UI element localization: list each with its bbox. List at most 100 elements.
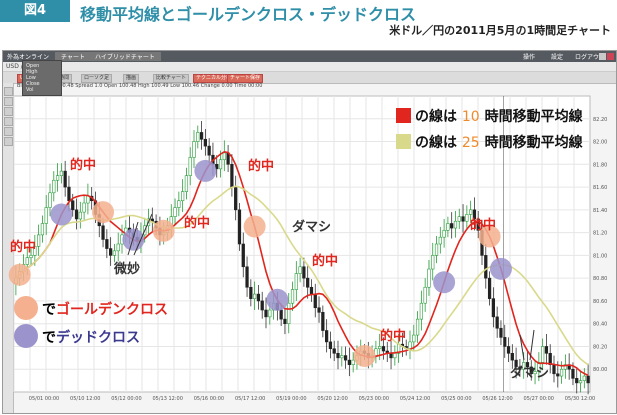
candle-body	[268, 309, 272, 318]
candle-body	[559, 368, 564, 377]
x-tick-label: 05/13 12:00	[152, 396, 182, 402]
candle-body	[177, 200, 181, 208]
menu-settings[interactable]: 設定	[551, 54, 564, 61]
x-tick-label: 05/10 12:00	[70, 396, 100, 402]
dead-cross-marker	[194, 159, 217, 182]
label-hit-6: 的中	[470, 218, 497, 233]
figure-badge: 図4	[0, 0, 70, 22]
candle-body	[245, 266, 249, 288]
app-logo: 外為オンライン	[7, 54, 50, 61]
candle-body	[279, 309, 283, 320]
candle-body	[525, 362, 530, 368]
y-tick-label: 82.00	[593, 140, 607, 146]
candle-body	[298, 266, 302, 274]
minimize-icon[interactable]	[599, 53, 606, 60]
candle-body	[476, 218, 480, 231]
candle-body	[173, 207, 177, 217]
candle-body	[256, 293, 261, 302]
candle-body	[434, 243, 439, 256]
y-tick-label: 81.60	[593, 185, 607, 191]
candle-body	[325, 330, 329, 343]
candle-body	[347, 359, 351, 365]
figure-title: 移動平均線とゴールデンクロス・デッドクロス	[80, 5, 417, 24]
menu-logout[interactable]: ログアウト	[575, 54, 606, 61]
label-subtle: 微妙	[114, 262, 141, 277]
candle-body	[313, 293, 317, 309]
golden-cross-marker	[353, 345, 376, 368]
candle-body	[302, 266, 306, 279]
candle-body	[116, 243, 120, 252]
draw-button[interactable]: 描画	[123, 74, 140, 83]
candle-body	[230, 164, 234, 188]
legend-red-period: 10	[461, 109, 480, 125]
golden-cross-marker-icon	[14, 296, 38, 320]
candle-body	[499, 327, 503, 338]
candle-body	[109, 248, 113, 256]
line-tool-icon[interactable]	[4, 97, 13, 106]
candle-body	[351, 359, 355, 365]
candle-body	[192, 141, 196, 158]
candle-body	[332, 348, 336, 354]
legend-red: の線は 10 時間移動平均線	[396, 106, 583, 126]
candle-body	[241, 243, 245, 268]
label-hit-4: 的中	[184, 216, 211, 231]
y-tick-label: 80.40	[593, 322, 607, 328]
candle-body	[484, 255, 488, 279]
compare-chart-tab[interactable]: 比較チャート	[153, 74, 189, 83]
menu-chart[interactable]: チャート	[55, 52, 91, 61]
candle-body	[393, 352, 397, 359]
close-icon[interactable]	[607, 53, 614, 60]
candle-body	[487, 277, 492, 299]
info-open: Open	[26, 63, 40, 69]
save-chart-button[interactable]: チャート保存	[227, 74, 263, 83]
candle-body	[52, 179, 56, 194]
chart-toolbar: USD/JPY 1時間 ローソク足 描画 比較チャート テクニカル分析 チャート…	[3, 72, 616, 84]
menu-hybrid-chart[interactable]: ハイブリッドチャート	[89, 52, 161, 61]
candle-body	[408, 341, 412, 350]
candle-body	[446, 223, 450, 231]
menu-operate[interactable]: 操作	[523, 54, 536, 61]
chart-type-select[interactable]: ローソク足	[81, 74, 113, 83]
candle-body	[571, 368, 575, 379]
candle-body	[237, 209, 242, 245]
candle-body	[48, 192, 52, 208]
figure-subtitle: 米ドル／円の2011月5月の1時間足チャート	[389, 24, 611, 37]
x-tick-label: 05/16 00:00	[194, 396, 224, 402]
legend-yellow-period: 25	[461, 135, 480, 151]
candle-body	[317, 307, 321, 313]
candle-body	[552, 364, 556, 375]
candle-body	[199, 132, 204, 140]
currency-pair: USD / JPY	[6, 63, 34, 70]
candle-body	[249, 286, 253, 299]
legend-red-label: 時間移動平均線	[484, 109, 583, 125]
dead-cross-marker	[50, 203, 73, 226]
candle-body	[575, 378, 579, 384]
ohlc-info-box: Open High Low Close Vol	[22, 60, 62, 96]
golden-cross-marker	[478, 225, 501, 248]
x-tick-label: 05/19 00:00	[276, 396, 306, 402]
candle-body	[427, 268, 431, 288]
dead-cross-marker-icon	[14, 324, 38, 348]
text-tool-icon[interactable]	[4, 127, 13, 136]
fib-tool-icon[interactable]	[4, 117, 13, 126]
candle-body	[25, 257, 29, 265]
candle-body	[465, 214, 469, 222]
info-vol: Vol	[26, 87, 34, 93]
candle-body	[40, 223, 45, 236]
candle-body	[207, 145, 211, 156]
candle-body	[59, 170, 63, 176]
candle-body	[378, 346, 382, 350]
info-low: Low	[26, 75, 36, 81]
candle-body	[260, 300, 264, 311]
candle-body	[184, 175, 189, 192]
candle-body	[86, 195, 90, 204]
candle-body	[181, 191, 185, 202]
hline-tool-icon[interactable]	[4, 107, 13, 116]
candle-body	[518, 366, 522, 370]
menu-bar: 外為オンライン チャート ハイブリッドチャート 操作 設定 ログアウト	[3, 51, 616, 62]
candle-body	[510, 352, 514, 361]
cursor-tool-icon[interactable]	[4, 87, 13, 96]
label-hit-3: 的中	[10, 240, 37, 255]
erase-tool-icon[interactable]	[4, 137, 13, 146]
candle-body	[253, 293, 257, 299]
